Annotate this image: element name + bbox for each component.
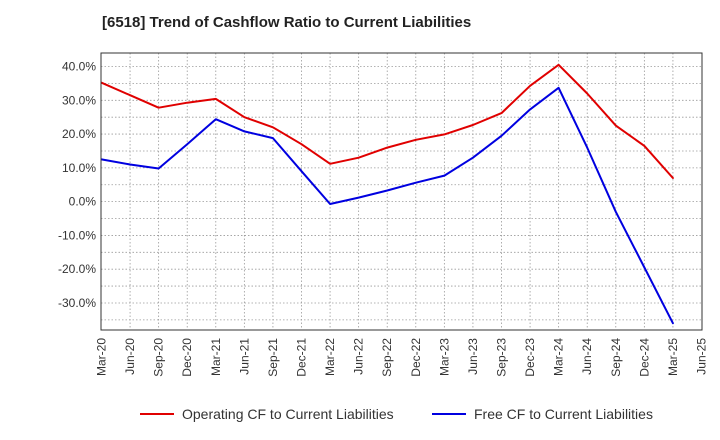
- plot-frame: [100, 52, 703, 331]
- x-tick-label: Dec-24: [637, 338, 651, 377]
- x-tick-label: Dec-21: [295, 338, 309, 377]
- plot-background: [101, 53, 702, 330]
- x-axis-tick-labels: Mar-20 Jun-20 Sep-20 Dec-20 Mar-21 Jun-21 Sep-…: [95, 338, 709, 377]
- x-tick-label: Sep-22: [380, 338, 394, 377]
- y-tick-label: -30.0%: [58, 296, 96, 310]
- x-tick-label: Sep-20: [152, 338, 166, 377]
- grid-lines: [101, 53, 702, 330]
- x-tick-label: Mar-20: [95, 338, 109, 376]
- x-tick-label: Mar-23: [437, 338, 451, 376]
- y-tick-label: 40.0%: [62, 60, 96, 74]
- legend-label-2: Free CF to Current Liabilities: [474, 406, 653, 422]
- y-axis-tick-labels: 40.0% 30.0% 20.0% 10.0% 0.0% -10.0% -20.0% -30.…: [58, 60, 96, 310]
- series-line-1: [100, 63, 674, 179]
- x-tick-label: Jun-24: [580, 338, 594, 375]
- x-tick-label: Dec-22: [409, 338, 423, 377]
- x-tick-label: Sep-21: [266, 338, 280, 377]
- y-tick-label: 0.0%: [69, 195, 97, 209]
- x-tick-label: Jun-25: [695, 338, 709, 375]
- x-tick-label: Mar-22: [323, 338, 337, 376]
- legend-label-1: Operating CF to Current Liabilities: [182, 406, 394, 422]
- series-line-2: [100, 86, 674, 325]
- y-tick-label: 30.0%: [62, 93, 96, 107]
- x-tick-label: Jun-22: [352, 338, 366, 375]
- y-tick-label: 10.0%: [62, 161, 96, 175]
- x-tick-label: Sep-24: [609, 338, 623, 377]
- series-lines: [100, 63, 674, 325]
- x-tick-label: Jun-20: [123, 338, 137, 375]
- x-tick-label: Dec-23: [523, 338, 537, 377]
- y-tick-label: -10.0%: [58, 228, 96, 242]
- y-tick-label: -20.0%: [58, 262, 96, 276]
- x-tick-label: Mar-25: [666, 338, 680, 376]
- x-tick-label: Jun-23: [466, 338, 480, 375]
- x-tick-label: Dec-20: [180, 338, 194, 377]
- x-tick-label: Mar-21: [209, 338, 223, 376]
- chart-title: [6518] Trend of Cashflow Ratio to Curren…: [102, 14, 472, 31]
- x-tick-label: Jun-21: [237, 338, 251, 375]
- legend: Operating CF to Current Liabilities Free …: [140, 406, 653, 422]
- x-tick-label: Mar-24: [552, 338, 566, 376]
- x-tick-label: Sep-23: [495, 338, 509, 377]
- y-tick-label: 20.0%: [62, 127, 96, 141]
